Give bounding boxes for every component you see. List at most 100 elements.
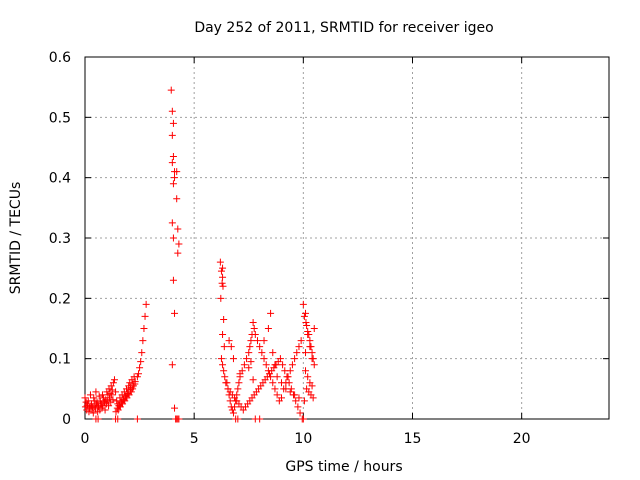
data-point-marker bbox=[169, 180, 177, 188]
data-point-marker bbox=[105, 402, 113, 410]
data-point-marker bbox=[288, 361, 296, 369]
data-point-marker bbox=[229, 355, 237, 363]
data-point-marker bbox=[81, 394, 89, 402]
data-point-marker bbox=[260, 355, 268, 363]
data-point-marker bbox=[278, 394, 285, 402]
y-tick-label: 0.4 bbox=[49, 171, 71, 187]
data-point-marker bbox=[216, 258, 224, 266]
data-point-marker bbox=[304, 331, 312, 339]
data-point-marker bbox=[91, 404, 99, 412]
x-tick-label: 10 bbox=[294, 431, 312, 447]
data-point-marker bbox=[227, 343, 235, 351]
data-point-marker bbox=[262, 361, 270, 369]
data-point-marker bbox=[279, 361, 287, 369]
x-tick-label: 0 bbox=[81, 431, 90, 447]
data-point-marker bbox=[269, 379, 277, 387]
data-point-marker bbox=[131, 380, 139, 388]
data-point-marker bbox=[247, 337, 255, 345]
data-point-marker bbox=[127, 388, 135, 396]
data-point-marker bbox=[306, 343, 314, 351]
data-points bbox=[81, 86, 318, 423]
data-point-marker bbox=[217, 294, 225, 302]
x-tick-label: 5 bbox=[190, 431, 199, 447]
data-point-marker bbox=[276, 355, 284, 363]
y-tick-label: 0.3 bbox=[49, 231, 71, 247]
data-point-marker bbox=[168, 107, 176, 115]
data-point-marker bbox=[302, 318, 310, 326]
data-point-marker bbox=[278, 379, 285, 387]
data-point-marker bbox=[113, 397, 121, 405]
data-point-marker bbox=[297, 337, 305, 345]
data-point-marker bbox=[110, 376, 118, 384]
data-point-marker bbox=[249, 318, 257, 326]
data-point-marker bbox=[168, 219, 176, 227]
data-point-marker bbox=[120, 396, 128, 404]
data-point-marker bbox=[137, 358, 145, 366]
data-point-marker bbox=[256, 415, 264, 423]
data-point-marker bbox=[84, 397, 92, 405]
data-point-marker bbox=[309, 394, 317, 402]
data-point-marker bbox=[291, 391, 299, 399]
data-point-marker bbox=[264, 325, 272, 332]
data-point-marker bbox=[169, 234, 177, 242]
data-point-marker bbox=[108, 391, 116, 399]
data-point-marker bbox=[220, 343, 228, 351]
data-point-marker bbox=[134, 370, 142, 378]
data-point-marker bbox=[129, 385, 137, 393]
data-point-marker bbox=[138, 349, 146, 357]
data-point-marker bbox=[304, 373, 312, 381]
y-axis-label: SRMTID / TECUs bbox=[8, 182, 24, 295]
x-axis-label: GPS time / hours bbox=[285, 459, 402, 475]
data-point-marker bbox=[175, 240, 183, 248]
data-point-marker bbox=[236, 370, 244, 378]
data-point-marker bbox=[169, 153, 177, 161]
data-point-marker bbox=[296, 409, 304, 417]
x-tick-label: 20 bbox=[513, 431, 531, 447]
x-axis: 0 5 10 15 20 bbox=[81, 57, 531, 447]
y-tick-label: 0.2 bbox=[49, 291, 71, 307]
data-point-marker bbox=[295, 394, 303, 402]
data-point-marker bbox=[129, 382, 137, 390]
data-point-marker bbox=[173, 168, 181, 176]
data-point-marker bbox=[256, 343, 264, 351]
data-point-marker bbox=[299, 300, 307, 308]
data-point-marker bbox=[106, 390, 114, 398]
data-point-marker bbox=[109, 396, 117, 404]
data-point-marker bbox=[142, 300, 150, 308]
data-point-marker bbox=[89, 409, 97, 417]
data-point-marker bbox=[246, 343, 254, 351]
data-point-marker bbox=[218, 279, 226, 287]
data-point-marker bbox=[308, 355, 316, 363]
data-point-marker bbox=[174, 249, 182, 257]
data-point-marker bbox=[306, 337, 314, 345]
data-point-marker bbox=[251, 331, 259, 339]
data-point-marker bbox=[294, 403, 302, 411]
data-point-marker bbox=[95, 392, 103, 400]
data-point-marker bbox=[245, 349, 253, 357]
data-point-marker bbox=[167, 86, 175, 94]
data-point-marker bbox=[174, 225, 182, 233]
data-point-marker bbox=[308, 382, 316, 390]
data-point-marker bbox=[260, 337, 268, 345]
data-point-marker bbox=[171, 404, 179, 412]
data-point-marker bbox=[87, 402, 95, 410]
data-point-marker bbox=[283, 373, 291, 381]
data-point-marker bbox=[219, 264, 227, 272]
data-point-marker bbox=[282, 385, 290, 393]
data-point-marker bbox=[310, 361, 318, 369]
y-tick-label: 0.1 bbox=[49, 352, 71, 368]
data-point-marker bbox=[139, 337, 147, 345]
data-point-marker bbox=[217, 267, 225, 275]
data-point-marker bbox=[253, 337, 261, 345]
data-point-marker bbox=[219, 361, 227, 369]
data-point-marker bbox=[219, 331, 227, 339]
data-point-marker bbox=[245, 364, 253, 372]
data-point-marker bbox=[240, 361, 248, 369]
data-point-marker bbox=[171, 174, 179, 182]
data-point-marker bbox=[300, 312, 308, 320]
y-tick-label: 0.6 bbox=[49, 50, 71, 66]
data-point-marker bbox=[85, 408, 93, 416]
data-point-marker bbox=[231, 403, 239, 411]
data-point-marker bbox=[168, 131, 176, 139]
